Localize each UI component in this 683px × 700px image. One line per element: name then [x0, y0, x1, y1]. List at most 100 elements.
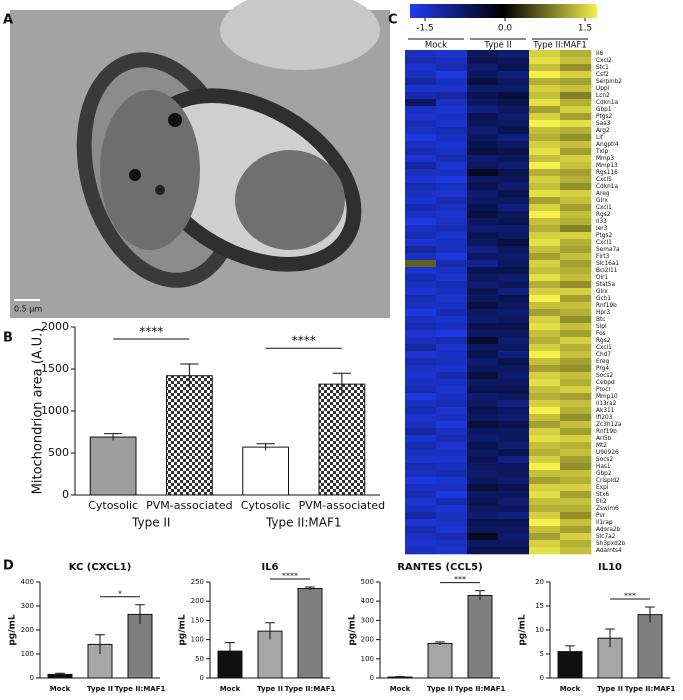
heatmap-cell: [436, 407, 468, 415]
heatmap-cell: [529, 50, 561, 58]
heatmap-cell: [498, 260, 530, 268]
heatmap-cell: [467, 113, 499, 121]
heatmap-cell: [529, 281, 561, 289]
heatmap-cell: [436, 204, 468, 212]
row-label: Uppl: [596, 86, 610, 92]
y-tick-label: 0: [200, 674, 204, 682]
heatmap-cell: [467, 421, 499, 429]
heatmap-cell: [498, 162, 530, 170]
heatmap-cell: [405, 253, 437, 261]
significance-label: ****: [292, 334, 316, 348]
heatmap-cell: [529, 113, 561, 121]
row-label: Cxcl1: [596, 240, 612, 246]
row-label: Rnf19b: [596, 429, 617, 435]
heatmap-cell: [560, 526, 592, 534]
heatmap-cell: [560, 442, 592, 450]
row-label: Ptgs2: [596, 114, 612, 120]
heatmap-cell: [467, 337, 499, 345]
heatmap-cell: [405, 421, 437, 429]
y-tick-label: 100: [361, 655, 374, 663]
heatmap-cell: [498, 246, 530, 254]
heatmap-cell: [560, 218, 592, 226]
heatmap-cell: [467, 295, 499, 303]
heatmap-cell: [498, 57, 530, 65]
heatmap-cell: [405, 540, 437, 548]
bar: [89, 436, 137, 496]
heatmap-cell: [560, 211, 592, 219]
heatmap-cell: [498, 505, 530, 513]
heatmap-cell: [436, 148, 468, 156]
heatmap-cell: [529, 211, 561, 219]
heatmap-cell: [529, 225, 561, 233]
heatmap-cell: [529, 85, 561, 93]
heatmap-cell: [498, 183, 530, 191]
heatmap-cell: [436, 218, 468, 226]
heatmap-cell: [560, 309, 592, 317]
heatmap-cell: [405, 71, 437, 79]
row-label: Stx6: [596, 492, 609, 498]
heatmap-cell: [436, 183, 468, 191]
heatmap-cell: [405, 260, 437, 268]
x-tick-label: Type II:MAF1: [285, 685, 336, 693]
row-label: Stat5a: [596, 282, 615, 288]
heatmap-cell: [405, 232, 437, 240]
heatmap-cell: [560, 428, 592, 436]
heatmap-cell: [498, 134, 530, 142]
heatmap-cell: [467, 57, 499, 65]
heatmap-cell: [498, 365, 530, 373]
heatmap-cell: [529, 484, 561, 492]
heatmap-cell: [529, 274, 561, 282]
row-label: Socs2: [596, 373, 613, 379]
heatmap-cell: [467, 176, 499, 184]
heatmap-cell: [529, 414, 561, 422]
heatmap-cell: [467, 267, 499, 275]
y-tick-label: 10: [535, 626, 544, 634]
row-label: Zswim6: [596, 506, 619, 512]
significance-label: *: [118, 589, 122, 598]
heatmap-cell: [560, 435, 592, 443]
heatmap-cell: [467, 197, 499, 205]
heatmap-cell: [529, 267, 561, 275]
heatmap-cell: [467, 106, 499, 114]
y-tick-label: 300: [361, 616, 374, 624]
heatmap-cell: [467, 204, 499, 212]
row-label: Mmp3: [596, 156, 614, 162]
y-tick-label: 200: [361, 636, 374, 644]
heatmap-cell: [529, 190, 561, 198]
row-label: Glrx: [596, 289, 608, 295]
heatmap-cell: [467, 211, 499, 219]
row-label: Cxcl2: [596, 58, 612, 64]
bar: [166, 375, 213, 496]
heatmap-cell: [436, 512, 468, 520]
heatmap-cell: [467, 379, 499, 387]
heatmap-cell: [529, 400, 561, 408]
heatmap-cell: [467, 498, 499, 506]
heatmap-cell: [498, 267, 530, 275]
row-label: Cxcl1: [596, 205, 612, 211]
heatmap-cell: [560, 505, 592, 513]
x-tick-label: Cytosolic: [241, 499, 291, 512]
y-tick-label: 200: [191, 597, 204, 605]
x-tick-label: Type II:MAF1: [625, 685, 676, 693]
heatmap-cell: [498, 50, 530, 58]
heatmap-cell: [529, 169, 561, 177]
heatmap-cell: [436, 358, 468, 366]
heatmap-cell: [405, 449, 437, 457]
heatmap-cell: [405, 372, 437, 380]
row-label: Mmp13: [596, 163, 618, 169]
heatmap-cell: [436, 127, 468, 135]
heatmap-cell: [467, 400, 499, 408]
heatmap-cell: [405, 239, 437, 247]
heatmap-cell: [405, 512, 437, 520]
heatmap-cell: [498, 428, 530, 436]
heatmap-cell: [560, 148, 592, 156]
heatmap-cell: [405, 169, 437, 177]
error-bar: [435, 641, 445, 645]
heatmap-cell: [436, 533, 468, 541]
heatmap-cell: [467, 505, 499, 513]
heatmap-cell: [529, 533, 561, 541]
heatmap-cell: [560, 323, 592, 331]
heatmap-cell: [529, 498, 561, 506]
heatmap-cell: [467, 274, 499, 282]
colorbar: [410, 4, 597, 18]
